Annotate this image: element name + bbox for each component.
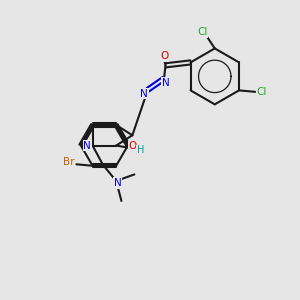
Text: N: N bbox=[162, 78, 170, 88]
Text: H: H bbox=[137, 145, 144, 155]
Text: Cl: Cl bbox=[256, 87, 267, 97]
Text: N: N bbox=[140, 88, 148, 99]
Text: N: N bbox=[83, 141, 91, 151]
Text: Br: Br bbox=[63, 157, 74, 167]
Text: O: O bbox=[160, 51, 168, 61]
Text: N: N bbox=[114, 178, 122, 188]
Text: Cl: Cl bbox=[197, 27, 207, 37]
Text: O: O bbox=[128, 142, 137, 152]
